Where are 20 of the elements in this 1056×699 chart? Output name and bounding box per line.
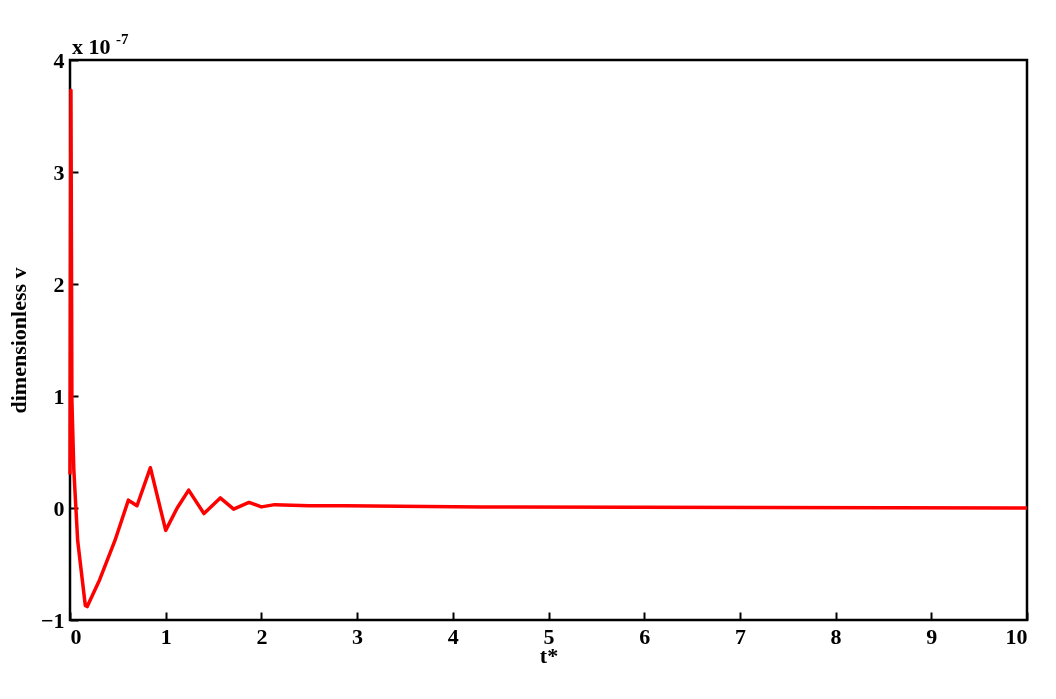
x-tick-label: 8 xyxy=(830,623,842,649)
x-tick-label: 3 xyxy=(352,623,364,649)
x-tick-label: 4 xyxy=(447,623,459,649)
x-tick-label: 1 xyxy=(160,623,172,649)
x-tick-label: 7 xyxy=(734,623,746,649)
x-tick-label: 2 xyxy=(256,623,268,649)
x-tick-label: 5 xyxy=(543,623,555,649)
text: x 10-7 xyxy=(72,31,129,59)
x-tick-label: 6 xyxy=(639,623,651,649)
y-tick-label: 3 xyxy=(53,159,65,185)
y-tick-label: 4 xyxy=(53,47,65,73)
line-series xyxy=(68,88,1029,609)
x-tick-label: 0 xyxy=(70,623,82,649)
y-tick-label: 0 xyxy=(53,495,65,521)
y-tick-label: −1 xyxy=(40,607,65,633)
y-axis-title: dimensionless v xyxy=(5,267,31,414)
y-tick-label: 1 xyxy=(53,383,65,409)
x-tick-label: 9 xyxy=(926,623,938,649)
x-tick-label: 10 xyxy=(1005,623,1028,649)
y-tick-label: 2 xyxy=(53,271,65,297)
